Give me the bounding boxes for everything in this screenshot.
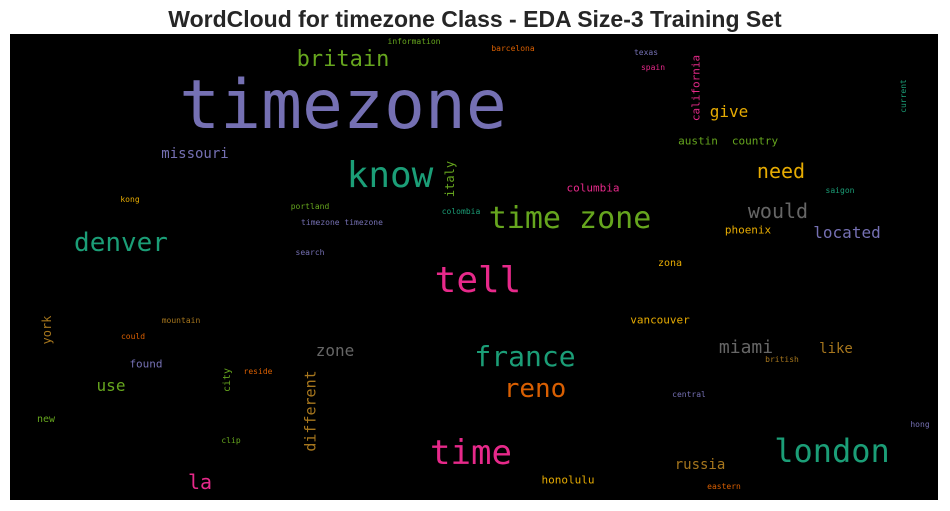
word-italy: italy <box>443 160 457 198</box>
word-timezone: timezone <box>179 66 507 145</box>
word-vancouver: vancouver <box>630 313 690 327</box>
word-use: use <box>96 376 126 395</box>
word-zone: zone <box>315 341 355 360</box>
word-british: british <box>765 355 799 364</box>
word-barcelona: barcelona <box>491 44 535 53</box>
word-country: country <box>731 134 779 148</box>
chart-title: WordCloud for timezone Class - EDA Size-… <box>168 6 782 32</box>
word-time: time <box>430 433 512 473</box>
word-central: central <box>672 390 706 399</box>
word-found: found <box>129 357 163 371</box>
word-britain: britain <box>296 47 390 72</box>
word-timezone-timezone: timezone timezone <box>301 218 383 227</box>
word-information: information <box>387 37 441 46</box>
word-honolulu: honolulu <box>541 473 595 487</box>
word-austin: austin <box>678 134 718 148</box>
wordcloud-canvas: timezone tell time zone know london time franc… <box>10 34 938 500</box>
word-colombia: colombia <box>441 207 481 216</box>
word-la: la <box>187 470 213 494</box>
word-california: california <box>689 54 703 122</box>
word-france: france <box>474 340 576 373</box>
word-saigon: saigon <box>825 186 855 195</box>
word-located: located <box>813 223 881 242</box>
word-know: know <box>346 155 434 196</box>
word-york: york <box>40 315 54 345</box>
word-texas: texas <box>633 48 659 57</box>
word-missouri: missouri <box>161 146 229 162</box>
word-kong: kong <box>120 195 140 204</box>
word-new: new <box>36 414 56 425</box>
word-miami: miami <box>718 337 774 358</box>
word-city: city <box>222 367 233 393</box>
word-reside: reside <box>243 367 273 376</box>
word-zona: zona <box>657 258 683 269</box>
word-denver: denver <box>74 228 168 258</box>
word-time-zone: time zone <box>488 201 652 236</box>
word-would: would <box>747 199 809 223</box>
word-search: search <box>295 248 325 257</box>
word-london: london <box>774 432 890 470</box>
word-reno: reno <box>503 374 567 404</box>
word-hong: hong <box>910 420 930 429</box>
word-columbia: columbia <box>566 181 620 195</box>
word-mountain: mountain <box>161 316 201 325</box>
word-tell: tell <box>434 260 522 301</box>
word-phoenix: phoenix <box>724 223 772 237</box>
word-could: could <box>120 332 146 341</box>
word-give: give <box>709 102 749 121</box>
word-spain: spain <box>640 63 666 72</box>
word-different: different <box>301 370 320 452</box>
word-portland: portland <box>290 202 330 211</box>
word-clip: clip <box>221 436 241 445</box>
word-need: need <box>756 159 806 183</box>
word-eastern: eastern <box>707 482 741 491</box>
word-current: current <box>899 79 908 113</box>
word-like: like <box>819 341 853 357</box>
word-russia: russia <box>674 457 726 473</box>
